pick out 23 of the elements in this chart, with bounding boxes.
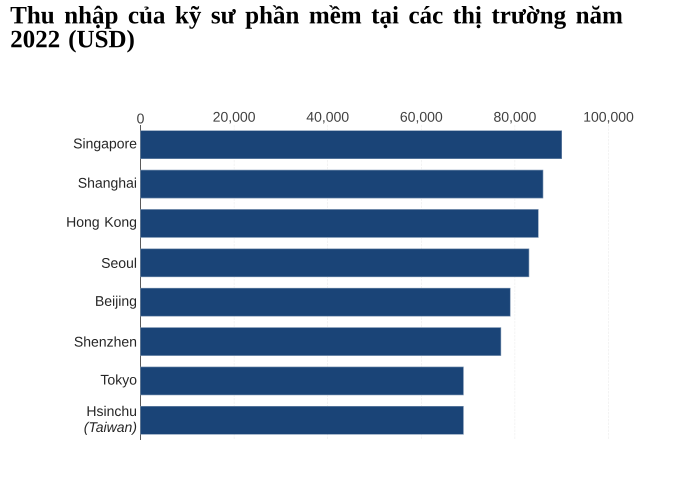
bar <box>140 130 562 159</box>
y-tick-label: Shanghai <box>78 178 136 191</box>
y-tick-label: Beijing <box>96 296 136 309</box>
x-tick-label: 40,000 <box>306 112 349 124</box>
bar <box>140 209 539 238</box>
y-tick-label: Singapore <box>74 138 136 152</box>
x-tick-label: 0 <box>137 114 144 124</box>
bar <box>140 406 464 435</box>
x-tick-label: 100,000 <box>584 112 634 124</box>
y-tick-label: Hsinchu (Taiwan) <box>84 406 136 435</box>
bar <box>140 366 464 396</box>
x-tick-label: 80,000 <box>494 112 536 124</box>
chart-title: Thu nhập của kỹ sư phần mềm tại các thị trường năm 2022 (USD) <box>10 5 622 53</box>
bar <box>140 170 544 198</box>
x-tick-label: 60,000 <box>400 112 442 124</box>
bar <box>140 248 530 278</box>
y-tick-label: Shenzhen <box>74 336 136 347</box>
bar <box>140 288 511 316</box>
y-tick-label: Tokyo <box>100 374 136 388</box>
x-tick-label: 20,000 <box>213 112 255 124</box>
y-tick-label: Hong Kong <box>67 217 136 230</box>
y-tick-label: Seoul <box>102 258 136 268</box>
bar <box>140 327 502 356</box>
